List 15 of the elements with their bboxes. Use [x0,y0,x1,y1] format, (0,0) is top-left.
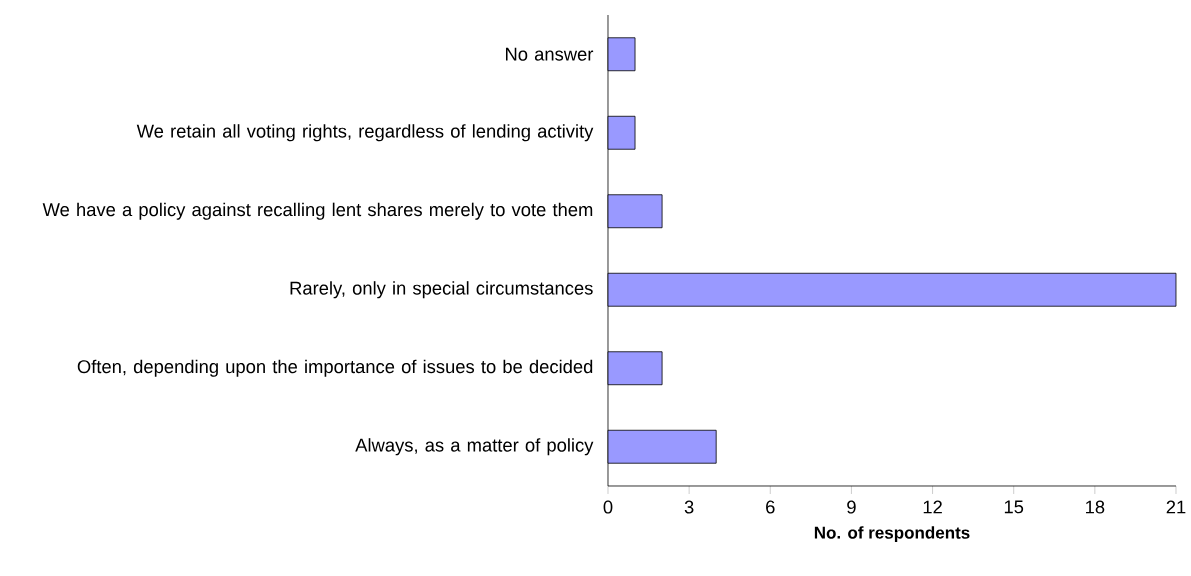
x-axis-title: No. of respondents [814,526,970,543]
y-tick-label: No answer [505,47,594,61]
x-tick-label: 3 [684,500,694,514]
y-tick-label: Always, as a matter of policy [355,438,594,456]
x-tick-label: 21 [1166,500,1186,514]
y-tick-label: Rarely, only in special circumstances [290,281,593,299]
x-tick-label: 12 [923,500,942,514]
y-tick-label: Often, depending upon the importance of issues to be decided [77,359,593,377]
x-tick-label: 0 [603,500,613,514]
x-tick-label: 15 [1004,500,1024,514]
x-tick-label: 6 [766,500,775,514]
y-tick-label: We retain all voting rights, regardless of lending activity [136,124,594,142]
x-tick-label: 9 [847,500,856,514]
y-tick-label: We have a policy against recalling lent shares merely to vote them [42,202,593,220]
x-tick-label: 18 [1086,500,1105,514]
